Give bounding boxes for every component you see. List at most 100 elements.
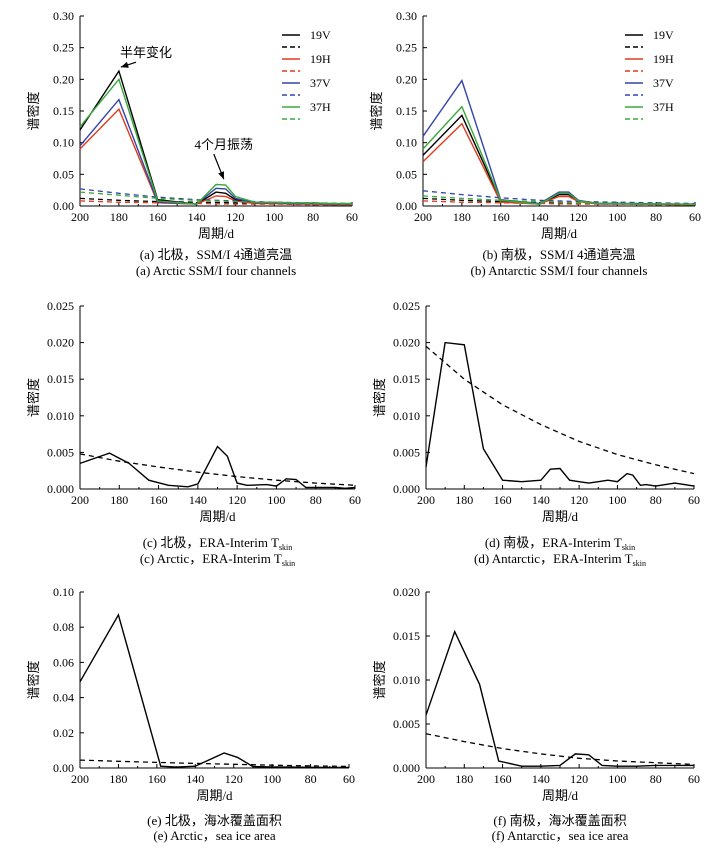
caption-cn: (e) 北极，海冰覆盖面积: [147, 813, 282, 828]
x-tick-label: 60: [688, 772, 700, 786]
y-tick-label: 0.005: [393, 717, 420, 731]
panel-f: 0.000 0.005 0.010 0.015 0.020 200 180 160 140 120…: [372, 585, 700, 843]
x-tick-label: 140: [189, 493, 207, 507]
x-tick-label: 200: [71, 493, 89, 507]
x-tick-label: 100: [608, 772, 626, 786]
x-tick-label: 80: [650, 210, 662, 224]
caption-subscript: skin: [282, 559, 295, 568]
caption-en: (f) Antarctic，sea ice area: [492, 828, 629, 843]
series-line-37V-dashed: [422, 190, 696, 205]
y-tick-label: 0.10: [53, 585, 74, 599]
x-tick-label: 60: [346, 210, 358, 224]
x-tick-label: 180: [110, 493, 128, 507]
series-line-red-noise-dashed: [425, 345, 695, 475]
x-tick-label: 140: [531, 210, 549, 224]
y-axis-label: 谱密度: [369, 91, 384, 130]
y-tick-label: 0.005: [393, 445, 420, 459]
x-axis-label: 周期/d: [542, 788, 579, 803]
y-tick-label: 0.10: [396, 136, 417, 150]
y-tick-label: 0.05: [53, 167, 74, 181]
panel-a: 0.00 0.05 0.10 0.15 0.20 0.25 0.30 200 180 160 140…: [26, 9, 358, 278]
series-line-37H-dashed: [79, 191, 353, 205]
x-tick-label: 200: [414, 210, 432, 224]
x-tick-label: 80: [310, 493, 322, 507]
y-tick-label: 0.30: [53, 9, 74, 23]
x-tick-label: 200: [417, 493, 435, 507]
x-tick-label: 180: [109, 772, 127, 786]
y-tick-label: 0.010: [47, 409, 74, 423]
y-tick-label: 0.010: [393, 673, 420, 687]
x-tick-label: 120: [569, 210, 587, 224]
panel-d: 0.000 0.005 0.010 0.015 0.020 0.025 200 180 160 1…: [372, 299, 700, 568]
x-tick-label: 180: [453, 210, 471, 224]
x-tick-label: 160: [149, 210, 167, 224]
x-tick-label: 80: [307, 210, 319, 224]
x-tick-label: 200: [417, 772, 435, 786]
y-tick-label: 0.025: [393, 299, 420, 313]
caption-subscript: skin: [622, 543, 635, 552]
x-tick-label: 100: [265, 210, 283, 224]
annotation-arrowhead: [218, 171, 224, 180]
y-tick-label: 0.20: [396, 72, 417, 86]
x-tick-label: 160: [492, 210, 510, 224]
y-tick-label: 0.020: [393, 585, 420, 599]
y-tick-label: 0.015: [393, 372, 420, 386]
annotation-label: 4个月振荡: [195, 137, 254, 152]
panel-c: 0.000 0.005 0.010 0.015 0.020 0.025 200 180 160 1…: [26, 299, 361, 568]
series-line-19H-dashed: [79, 200, 352, 206]
y-tick-label: 0.30: [396, 9, 417, 23]
legend-label: 37H: [310, 100, 331, 114]
x-tick-label: 120: [228, 493, 246, 507]
annotation-arrowhead: [120, 61, 129, 68]
x-tick-label: 160: [148, 772, 166, 786]
y-tick-label: 0.00: [53, 761, 74, 775]
x-axis-label: 周期/d: [198, 226, 235, 241]
caption-en: (d) Antarctic，ERA-Interim Tskin: [474, 551, 646, 568]
series-line-red-noise-dashed: [425, 733, 695, 766]
y-axis-label: 谱密度: [26, 378, 41, 417]
panel-e: 0.00 0.02 0.04 0.06 0.08 0.10 200 180 160 140 120 1…: [26, 585, 355, 843]
x-tick-label: 200: [71, 210, 89, 224]
x-tick-label: 160: [494, 772, 512, 786]
y-axis-label: 谱密度: [372, 660, 387, 699]
x-tick-label: 160: [150, 493, 168, 507]
y-tick-label: 0.04: [53, 691, 74, 705]
x-tick-label: 160: [494, 493, 512, 507]
series-line-37H-solid: [422, 105, 696, 206]
x-tick-label: 80: [650, 493, 662, 507]
caption-cn: (a) 北极，SSM/I 4通道亮温: [140, 247, 292, 262]
caption-subscript: skin: [633, 559, 646, 568]
caption-en: (b) Antarctic SSM/I four channels: [471, 263, 648, 278]
x-tick-label: 180: [110, 210, 128, 224]
x-tick-label: 80: [650, 772, 662, 786]
x-axis-label: 周期/d: [196, 788, 233, 803]
x-tick-label: 140: [532, 493, 550, 507]
y-tick-label: 0.00: [53, 199, 74, 213]
x-tick-label: 120: [225, 772, 243, 786]
x-tick-label: 60: [343, 772, 355, 786]
legend-label: 19H: [310, 52, 331, 66]
x-tick-label: 120: [570, 772, 588, 786]
y-axis-label: 谱密度: [372, 378, 387, 417]
series-line-spectrum-solid: [425, 341, 695, 487]
x-tick-label: 100: [608, 493, 626, 507]
y-tick-label: 0.020: [393, 336, 420, 350]
y-tick-label: 0.020: [47, 336, 74, 350]
x-tick-label: 120: [226, 210, 244, 224]
y-tick-label: 0.015: [393, 629, 420, 643]
series-line-spectrum-solid: [425, 629, 694, 767]
x-tick-label: 140: [532, 772, 550, 786]
x-tick-label: 200: [71, 772, 89, 786]
y-tick-label: 0.005: [47, 445, 74, 459]
y-axis-label: 谱密度: [26, 91, 41, 130]
y-tick-label: 0.08: [53, 620, 74, 634]
series-line-spectrum-solid: [79, 445, 356, 490]
y-tick-label: 0.02: [53, 726, 74, 740]
y-axis-label: 谱密度: [26, 660, 41, 699]
series-line-37H-solid: [79, 77, 352, 205]
panel-b: 0.00 0.05 0.10 0.15 0.20 0.25 0.30 200 180 160 140…: [369, 9, 701, 278]
y-tick-label: 0.000: [393, 761, 420, 775]
x-tick-label: 60: [689, 210, 701, 224]
